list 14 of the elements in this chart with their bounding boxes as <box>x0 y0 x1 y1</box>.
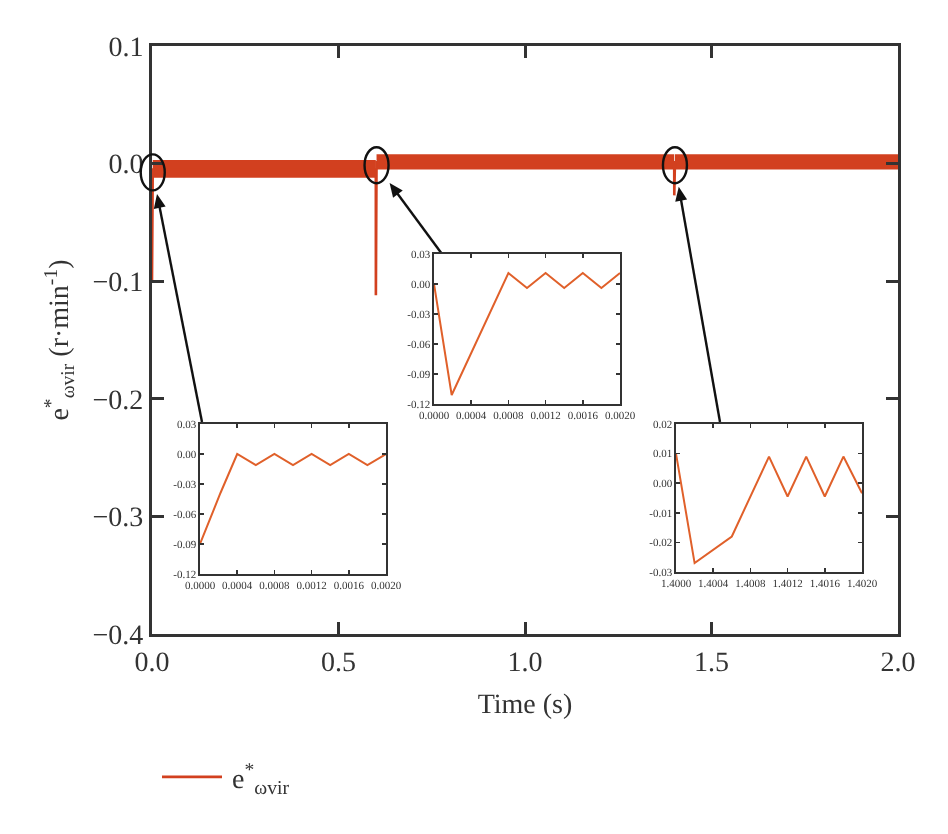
x-tick-label: 2.0 <box>880 648 916 679</box>
y-tick-label: −0.1 <box>92 269 144 299</box>
y-tick-label: 0.1 <box>108 33 144 64</box>
x-tick-label: 0.0 <box>134 648 170 679</box>
line-series <box>434 272 620 396</box>
y-tick-label: −0.3 <box>92 504 144 535</box>
x-tick-label: 0.5 <box>321 648 356 679</box>
y-tick-label: −0.4 <box>92 621 144 652</box>
y-tick-label: −0.2 <box>92 386 144 417</box>
line-series <box>676 452 862 565</box>
line-series <box>200 453 386 545</box>
x-tick-label: 1.0 <box>507 648 543 679</box>
x-tick-label: 1.5 <box>694 648 729 679</box>
x-axis-title: Time (s) <box>477 690 573 721</box>
